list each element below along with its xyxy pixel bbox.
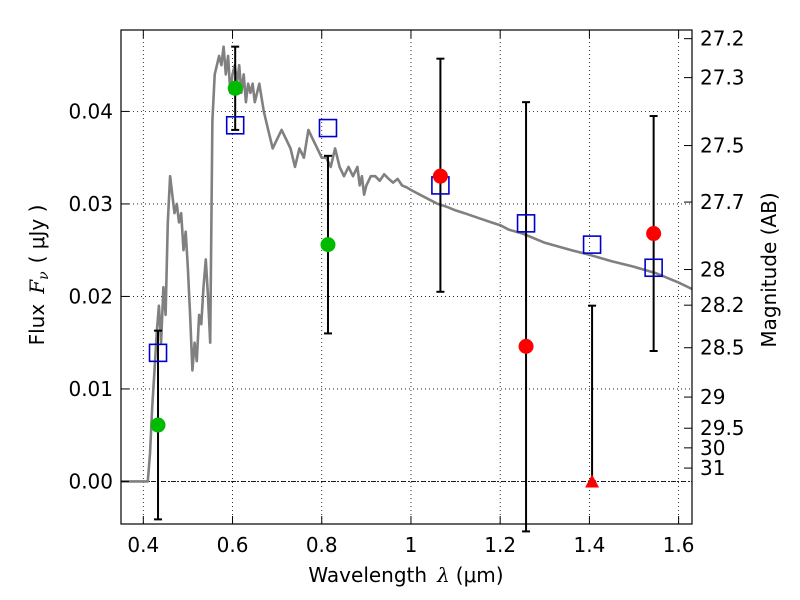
x-tick-label: 1.2 — [484, 533, 516, 557]
observed-flux-point — [150, 417, 166, 433]
y-axis-subscript: ν — [36, 271, 52, 280]
markers — [148, 80, 663, 488]
observed-flux-point — [646, 226, 662, 242]
y-axis-symbol: F — [25, 279, 49, 295]
y-tick-label: 0.02 — [68, 284, 113, 308]
y-axis-title-text: Flux — [25, 304, 49, 346]
magnitude-tick-label: 27.2 — [700, 27, 745, 51]
observed-flux-point — [518, 338, 534, 354]
y-tick-label: 0.01 — [68, 377, 113, 401]
observed-flux-point — [432, 168, 448, 184]
model-spectrum-line — [121, 45, 693, 483]
x-tick-label: 1 — [405, 533, 418, 557]
model-band-flux-square — [516, 214, 536, 233]
upper-limit-triangle — [585, 474, 600, 488]
y-tick-label: 0.03 — [68, 192, 113, 216]
x-axis-title-text: Wavelength — [308, 563, 427, 587]
y-tick-label: 0.04 — [68, 99, 113, 123]
magnitude-tick-label: 29 — [700, 385, 725, 409]
model-band-flux-square — [582, 235, 602, 254]
model-band-flux-square — [225, 115, 245, 135]
x-axis-unit: (μm) — [456, 563, 504, 587]
x-tick-label: 0.4 — [127, 533, 159, 557]
model-band-flux-square — [644, 258, 663, 278]
x-axis-ticks: 0.4 0.6 0.8 1 1.2 1.4 1.6 — [127, 30, 695, 557]
model-band-flux-square — [148, 343, 168, 363]
x-axis-symbol: λ — [436, 563, 450, 587]
y-axis-title: Flux Fν ( μJy ) — [25, 205, 52, 346]
error-bars — [154, 45, 658, 533]
magnitude-tick-label: 27.3 — [700, 66, 745, 90]
model-spectrum — [121, 45, 693, 483]
y-axis-unit: ( μJy ) — [25, 205, 49, 264]
plot-frame — [120, 29, 693, 525]
x-tick-label: 0.6 — [217, 533, 249, 557]
model-band-flux-square — [318, 118, 338, 138]
observed-flux-point — [227, 80, 243, 96]
x-tick-label: 1.6 — [663, 533, 695, 557]
y-tick-label: 0.00 — [68, 469, 113, 493]
magnitude-tick-label: 27.5 — [700, 134, 745, 158]
magnitude-tick-label: 28.5 — [700, 336, 745, 360]
x-tick-label: 0.8 — [306, 533, 338, 557]
magnitude-tick-label: 27.7 — [700, 190, 745, 214]
magnitude-tick-label: 30 — [700, 436, 725, 460]
magnitude-tick-label: 28.2 — [700, 293, 745, 317]
y2-axis-title: Magnitude (AB) — [757, 192, 781, 347]
magnitude-tick-label: 29.5 — [700, 416, 745, 440]
observed-flux-point — [320, 237, 336, 253]
x-axis-title: Wavelength λ (μm) — [308, 563, 503, 587]
y-axis-ticks: 0.00 0.01 0.02 0.03 0.04 — [68, 99, 129, 493]
magnitude-tick-label: 28 — [700, 258, 725, 282]
x-tick-label: 1.4 — [573, 533, 605, 557]
magnitude-tick-label: 31 — [700, 456, 725, 480]
